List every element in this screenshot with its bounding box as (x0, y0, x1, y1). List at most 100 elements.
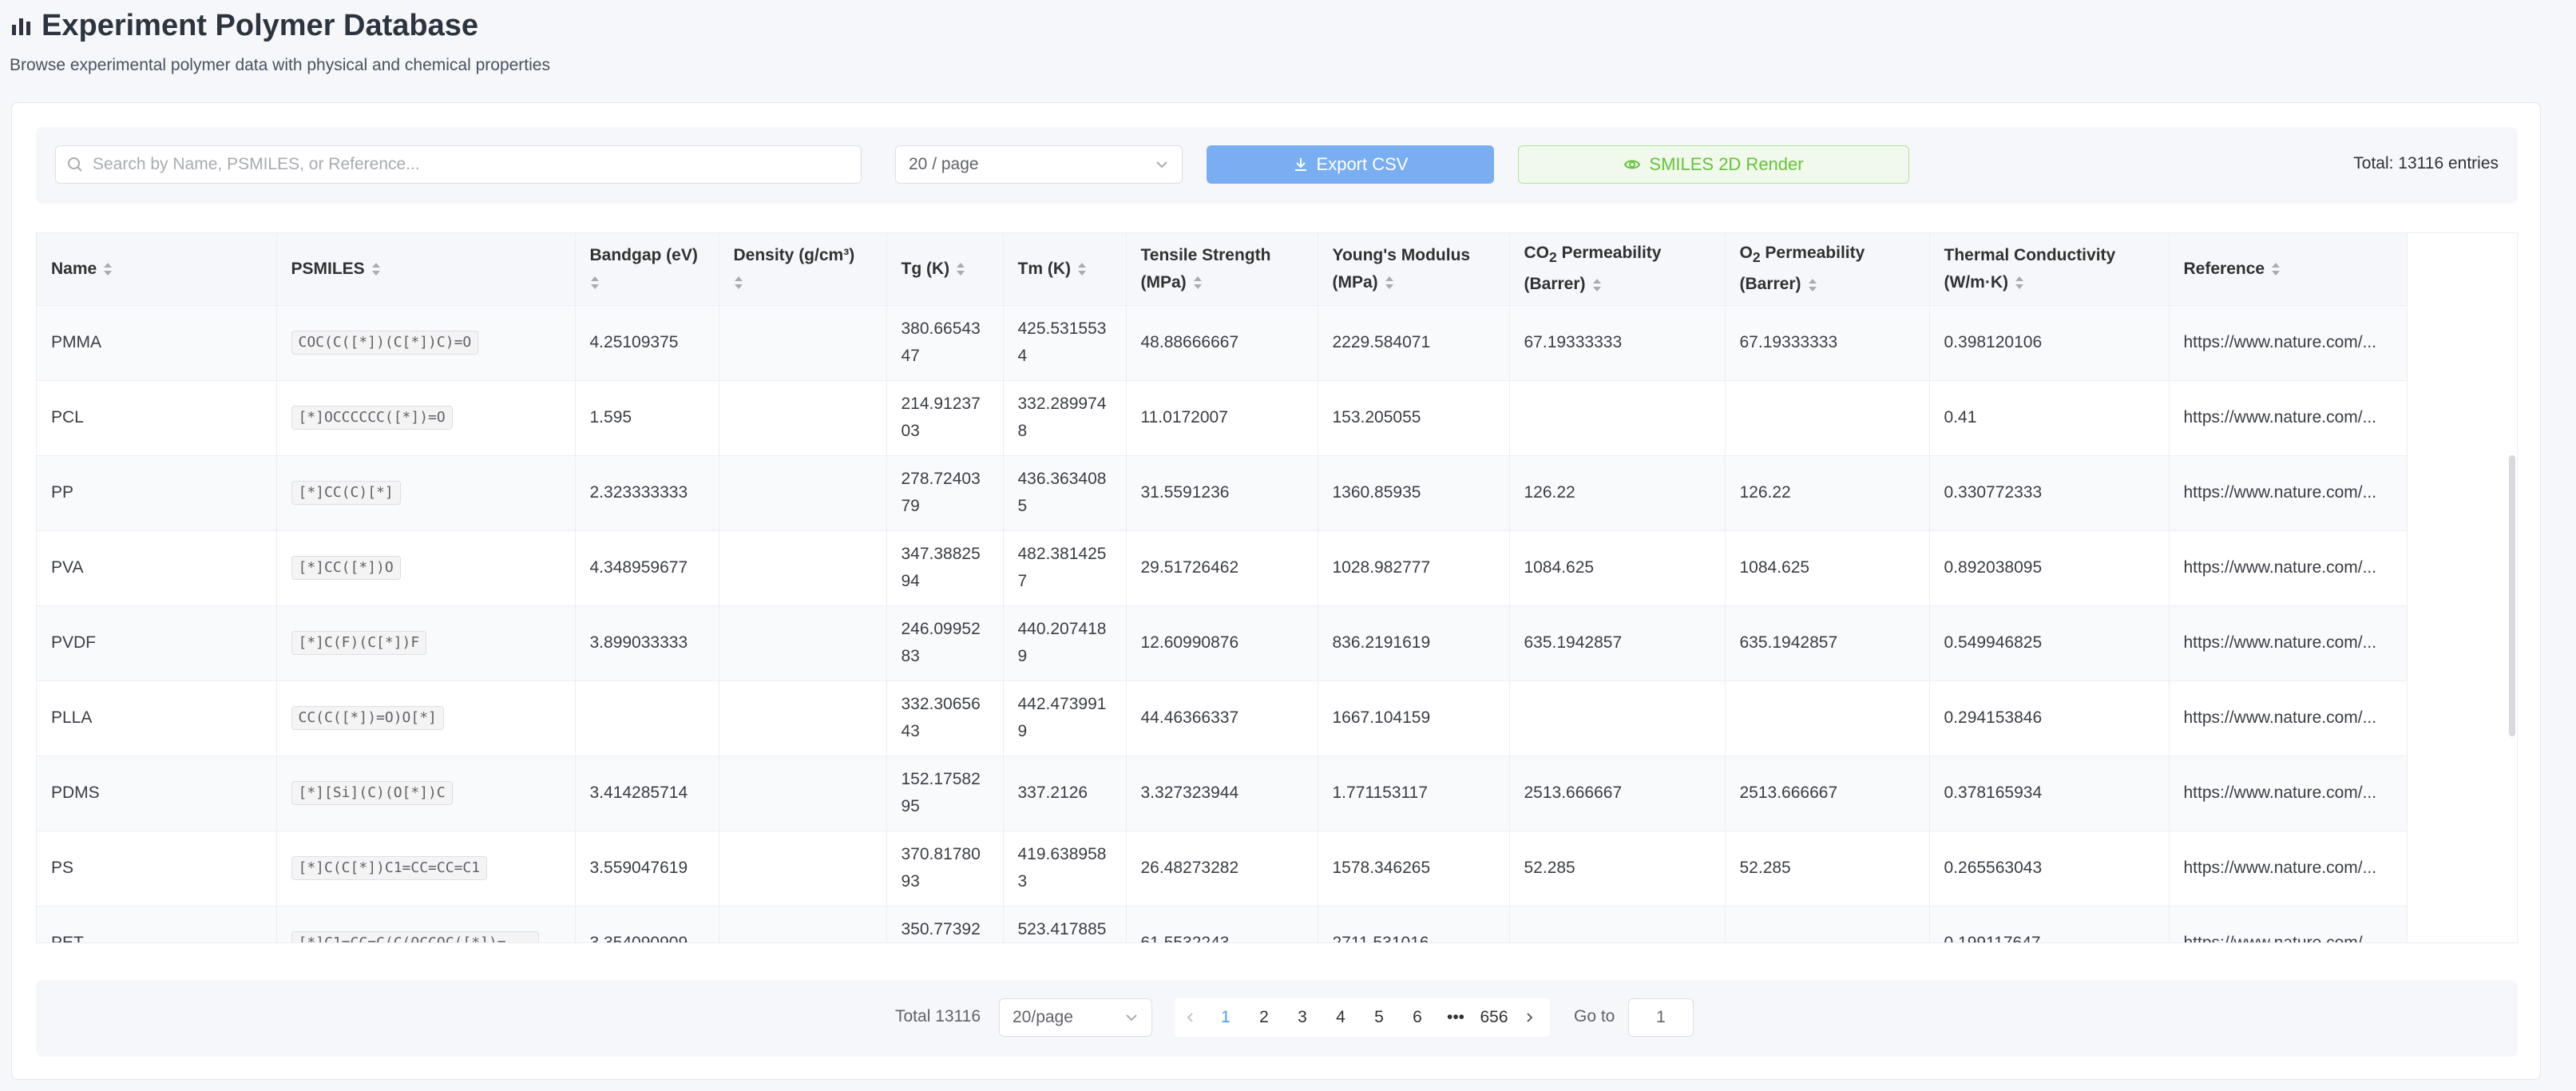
cell-psmiles: [*]C(F)(C[*])F (276, 605, 576, 681)
cell-thermal: 0.199117647 (1929, 906, 2170, 942)
cell-co2: 52.285 (1509, 831, 1726, 907)
table-row[interactable]: PS [*]C(C[*])C1=CC=CC=C1 3.559047619 370.81… (37, 831, 2408, 907)
scrollbar-thumb[interactable] (2509, 455, 2515, 736)
cell-name: PVDF (37, 605, 277, 681)
column-header-reference[interactable]: Reference (2169, 233, 2408, 306)
column-header-name[interactable]: Name (37, 233, 277, 306)
cell-psmiles: [*]OCCCCCC([*])=O (276, 380, 576, 456)
goto-page-input[interactable] (1628, 998, 1694, 1037)
main-card: 20 / page Export CSV SMILES 2D Render To… (11, 102, 2541, 1080)
cell-name: PLLA (37, 680, 277, 756)
psmiles-tag: [*]C1=CC=C(C(OCCOC([*])=... (291, 931, 540, 942)
pagination-nav: 1 2 3 4 5 6 ••• 656 (1175, 998, 1550, 1037)
column-label: Permeability (Barrer) (1739, 244, 1865, 294)
column-header-tg[interactable]: Tg (K) (886, 233, 1004, 306)
cell-tg: 332.3065643 (886, 680, 1004, 756)
search-box[interactable] (55, 145, 862, 184)
column-header-youngs[interactable]: Young's Modulus (MPa) (1318, 233, 1510, 306)
cell-name: PMMA (37, 305, 277, 381)
chevron-down-icon (1126, 1014, 1137, 1022)
page-size-select[interactable]: 20 / page (895, 145, 1183, 184)
table-row[interactable]: PP [*]CC(C)[*] 2.323333333 278.7240379 436.3… (37, 455, 2408, 531)
table-row[interactable]: PET [*]C1=CC=C(C(OCCOC([*])=... 3.35409090… (37, 906, 2408, 942)
column-label: Name (51, 259, 97, 278)
smiles-render-button[interactable]: SMILES 2D Render (1518, 145, 1909, 184)
sort-icon[interactable] (590, 276, 600, 290)
sort-icon[interactable] (734, 276, 743, 290)
cell-tg: 370.8178093 (886, 831, 1004, 907)
cell-co2: 67.19333333 (1509, 305, 1726, 381)
export-csv-button[interactable]: Export CSV (1207, 145, 1494, 184)
page-number-button[interactable]: 3 (1298, 1008, 1307, 1026)
table-row[interactable]: PLLA CC(C([*])=O)O[*] 332.3065643 442.47399… (37, 680, 2408, 756)
column-label: O (1739, 244, 1753, 263)
cell-youngs: 1.771153117 (1318, 756, 1510, 831)
cell-reference: https://www.nature.com/... (2169, 305, 2408, 381)
cell-o2 (1725, 680, 1930, 756)
cell-tg: 152.1758295 (886, 756, 1004, 831)
cell-psmiles: [*]C1=CC=C(C(OCCOC([*])=... (276, 906, 576, 942)
sort-icon[interactable] (1592, 278, 1602, 292)
sort-icon[interactable] (956, 262, 965, 276)
page-ellipsis-button[interactable]: ••• (1446, 1008, 1465, 1026)
table-row[interactable]: PVA [*]CC([*])O 4.348959677 347.3882594 482.… (37, 530, 2408, 606)
column-header-bandgap[interactable]: Bandgap (eV) (575, 233, 719, 306)
cell-o2 (1725, 380, 1930, 456)
cell-name: PET (37, 906, 277, 942)
cell-bandgap: 1.595 (575, 380, 719, 456)
subscript: 2 (1752, 249, 1761, 266)
sort-icon[interactable] (1808, 278, 1817, 292)
table-row[interactable]: PDMS [*][Si](C)(O[*])C 3.414285714 152.1758… (37, 756, 2408, 831)
prev-page-button[interactable] (1175, 1011, 1207, 1024)
column-header-psmiles[interactable]: PSMILES (276, 233, 576, 306)
sort-icon[interactable] (2015, 276, 2024, 290)
column-header-co2[interactable]: CO2 Permeability (Barrer) (1509, 233, 1726, 306)
page-number-button[interactable]: 6 (1413, 1008, 1422, 1026)
cell-bandgap: 4.348959677 (575, 530, 719, 606)
table-row[interactable]: PMMA COC(C([*])(C[*])C)=O 4.25109375 380.66… (37, 305, 2408, 381)
column-label: PSMILES (291, 259, 365, 278)
psmiles-tag: [*][Si](C)(O[*])C (291, 781, 453, 806)
table-row[interactable]: PVDF [*]C(F)(C[*])F 3.899033333 246.0995283… (37, 605, 2408, 681)
psmiles-tag: [*]C(F)(C[*])F (291, 631, 427, 656)
table-row[interactable]: PCL [*]OCCCCCC([*])=O 1.595 214.9123703 332.… (37, 380, 2408, 456)
cell-tensile: 44.46366337 (1126, 680, 1318, 756)
page-number-button[interactable]: 2 (1259, 1008, 1269, 1026)
eye-icon (1624, 160, 1641, 169)
sort-icon[interactable] (1193, 276, 1203, 290)
vertical-scrollbar[interactable] (2507, 233, 2517, 942)
cell-density (719, 380, 887, 456)
last-page-button[interactable]: 656 (1480, 1008, 1508, 1026)
column-header-density[interactable]: Density (g/cm³) (719, 233, 887, 306)
column-header-tm[interactable]: Tm (K) (1003, 233, 1127, 306)
search-input[interactable] (93, 155, 861, 174)
cell-density (719, 605, 887, 681)
column-header-thermal[interactable]: Thermal Conductivity (W/m·K) (1929, 233, 2170, 306)
cell-name: PP (37, 455, 277, 531)
column-header-o2[interactable]: O2 Permeability (Barrer) (1725, 233, 1930, 306)
cell-tensile: 26.48273282 (1126, 831, 1318, 907)
next-page-button[interactable] (1513, 1011, 1545, 1024)
psmiles-tag: [*]CC(C)[*] (291, 481, 401, 506)
cell-tm: 332.2899748 (1003, 380, 1127, 456)
data-table: Name PSMILES Bandgap (eV) Density (g/cm³… (36, 232, 2518, 943)
sort-icon[interactable] (371, 262, 381, 276)
sort-icon[interactable] (2271, 262, 2281, 276)
chevron-left-icon (1187, 1013, 1193, 1022)
page-number-button[interactable]: 4 (1336, 1008, 1345, 1026)
cell-tensile: 48.88666667 (1126, 305, 1318, 381)
sort-icon[interactable] (103, 262, 113, 276)
sort-icon[interactable] (1077, 262, 1087, 276)
page-number-button[interactable]: 1 (1221, 1008, 1231, 1026)
cell-bandgap: 4.25109375 (575, 305, 719, 381)
page-number-button[interactable]: 5 (1374, 1008, 1384, 1026)
cell-tg: 380.6654347 (886, 305, 1004, 381)
goto-label: Go to (1574, 1007, 1615, 1026)
cell-bandgap (575, 680, 719, 756)
sort-icon[interactable] (1385, 276, 1394, 290)
column-header-tensile[interactable]: Tensile Strength (MPa) (1126, 233, 1318, 306)
cell-bandgap: 3.559047619 (575, 831, 719, 907)
chevron-right-icon (1527, 1013, 1533, 1022)
cell-name: PS (37, 831, 277, 907)
pagination-size-select[interactable]: 20/page (999, 998, 1152, 1037)
